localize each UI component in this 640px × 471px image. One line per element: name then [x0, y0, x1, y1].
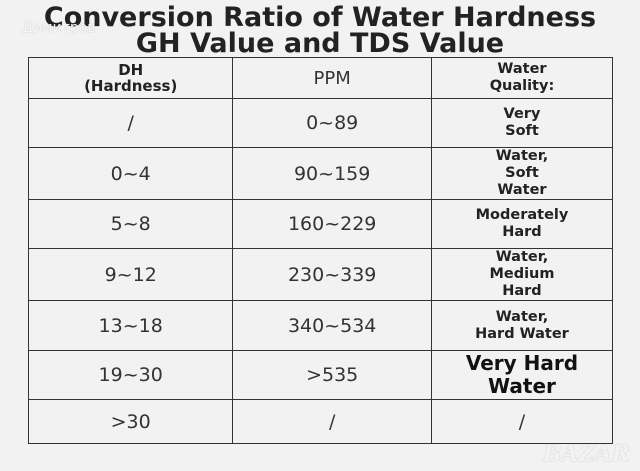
cell-dh: 13~18 — [27, 300, 234, 351]
header-ppm: PPM — [232, 57, 432, 99]
cell-quality: Very Soft — [430, 98, 614, 148]
cell-ppm: >535 — [232, 350, 432, 400]
cell-quality: Water, Soft Water — [430, 147, 614, 200]
cell-ppm: 230~339 — [232, 248, 432, 301]
cell-ppm: 160~229 — [232, 199, 432, 249]
cell-dh: 19~30 — [27, 350, 234, 400]
header-quality: Water Quality: — [430, 57, 614, 99]
cell-quality: Water, Medium Hard — [430, 248, 614, 301]
cell-quality: Moderately Hard — [430, 199, 614, 249]
cell-ppm: 0~89 — [232, 98, 432, 148]
table-row: 5~8 160~229 Moderately Hard — [27, 199, 614, 249]
cell-dh: >30 — [27, 399, 234, 444]
hardness-table: DH (Hardness) PPM Water Quality: / 0~89 … — [27, 57, 614, 444]
cell-ppm: / — [232, 399, 432, 444]
cell-quality: Water, Hard Water — [430, 300, 614, 351]
page-title: Conversion Ratio of Water Hardness — [43, 2, 597, 33]
cell-dh: 9~12 — [27, 248, 234, 301]
cell-ppm: 340~534 — [232, 300, 432, 351]
cell-dh: / — [27, 98, 234, 148]
watermark-username: Димитров — [22, 20, 96, 36]
cell-quality: Very Hard Water — [430, 350, 614, 400]
cell-dh: 0~4 — [27, 147, 234, 200]
header-dh: DH (Hardness) — [27, 57, 234, 99]
bazar-logo: BAZAR — [542, 441, 630, 467]
table-row: 0~4 90~159 Water, Soft Water — [27, 147, 614, 200]
cell-quality: / — [430, 399, 614, 444]
table-row: 13~18 340~534 Water, Hard Water — [27, 300, 614, 351]
table-row: 9~12 230~339 Water, Medium Hard — [27, 248, 614, 301]
table-row: / 0~89 Very Soft — [27, 98, 614, 148]
table-header-row: DH (Hardness) PPM Water Quality: — [27, 57, 614, 99]
cell-dh: 5~8 — [27, 199, 234, 249]
page-subtitle: GH Value and TDS Value — [135, 28, 505, 59]
cell-ppm: 90~159 — [232, 147, 432, 200]
table-row: 19~30 >535 Very Hard Water — [27, 350, 614, 400]
table-row: >30 / / — [27, 399, 614, 444]
